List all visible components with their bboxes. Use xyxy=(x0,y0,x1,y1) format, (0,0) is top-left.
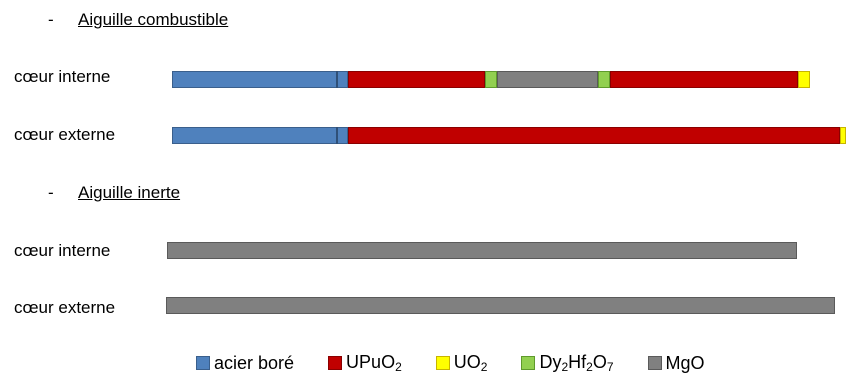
heading-dash: - xyxy=(48,10,54,29)
row-label-inerte-externe: cœur externe xyxy=(14,298,116,317)
segment-divider xyxy=(336,71,338,88)
bar-segment-mgo xyxy=(167,242,797,259)
legend-item-mgo: MgO xyxy=(647,352,705,374)
heading-text: Aiguille combustible xyxy=(78,10,229,29)
bar-segment-acier-bore xyxy=(172,127,348,144)
segment-divider xyxy=(336,127,338,144)
legend-swatch xyxy=(328,356,343,370)
bar-segment-upuo2 xyxy=(348,71,485,88)
section-heading-inerte: - Aiguille inerte xyxy=(48,183,180,203)
legend-item-uo2: UO2 xyxy=(435,352,488,374)
bar-segment-mgo xyxy=(497,71,598,88)
bar-combustible-externe xyxy=(172,127,846,144)
row-label-combustible-externe: cœur externe xyxy=(14,125,116,144)
bar-segment-dy2hf2o7 xyxy=(598,71,610,88)
heading-dash: - xyxy=(48,183,54,202)
bar-segment-upuo2 xyxy=(610,71,798,88)
bar-inerte-interne xyxy=(167,242,797,259)
legend-swatch xyxy=(196,356,210,370)
legend-label: Dy2Hf2O7 xyxy=(539,352,614,374)
bar-segment-dy2hf2o7 xyxy=(485,71,497,88)
heading-text: Aiguille inerte xyxy=(78,183,181,202)
legend-swatch xyxy=(647,356,662,370)
legend-label: UPuO2 xyxy=(346,352,402,374)
bar-segment-mgo xyxy=(166,297,835,314)
legend-label: MgO xyxy=(665,352,705,373)
row-label-inerte-interne: cœur interne xyxy=(14,241,111,260)
bar-inerte-externe xyxy=(166,297,835,314)
legend-swatch xyxy=(435,356,450,370)
legend: acier boré UPuO2 UO2 Dy2Hf2O7 MgO xyxy=(196,352,739,374)
bar-segment-acier-bore xyxy=(172,71,348,88)
legend-item-acier-bore: acier boré xyxy=(196,353,294,374)
legend-item-dy2hf2o7: Dy2Hf2O7 xyxy=(521,352,614,374)
bar-segment-upuo2 xyxy=(348,127,840,144)
bar-combustible-interne xyxy=(172,71,810,88)
legend-label: acier boré xyxy=(214,352,295,373)
legend-swatch xyxy=(521,356,536,370)
bar-segment-uo2 xyxy=(798,71,810,88)
legend-label: UO2 xyxy=(453,352,488,374)
legend-item-upuo2: UPuO2 xyxy=(328,352,402,374)
bar-segment-uo2 xyxy=(840,127,846,144)
section-heading-combustible: - Aiguille combustible xyxy=(48,10,228,30)
row-label-combustible-interne: cœur interne xyxy=(14,67,111,86)
